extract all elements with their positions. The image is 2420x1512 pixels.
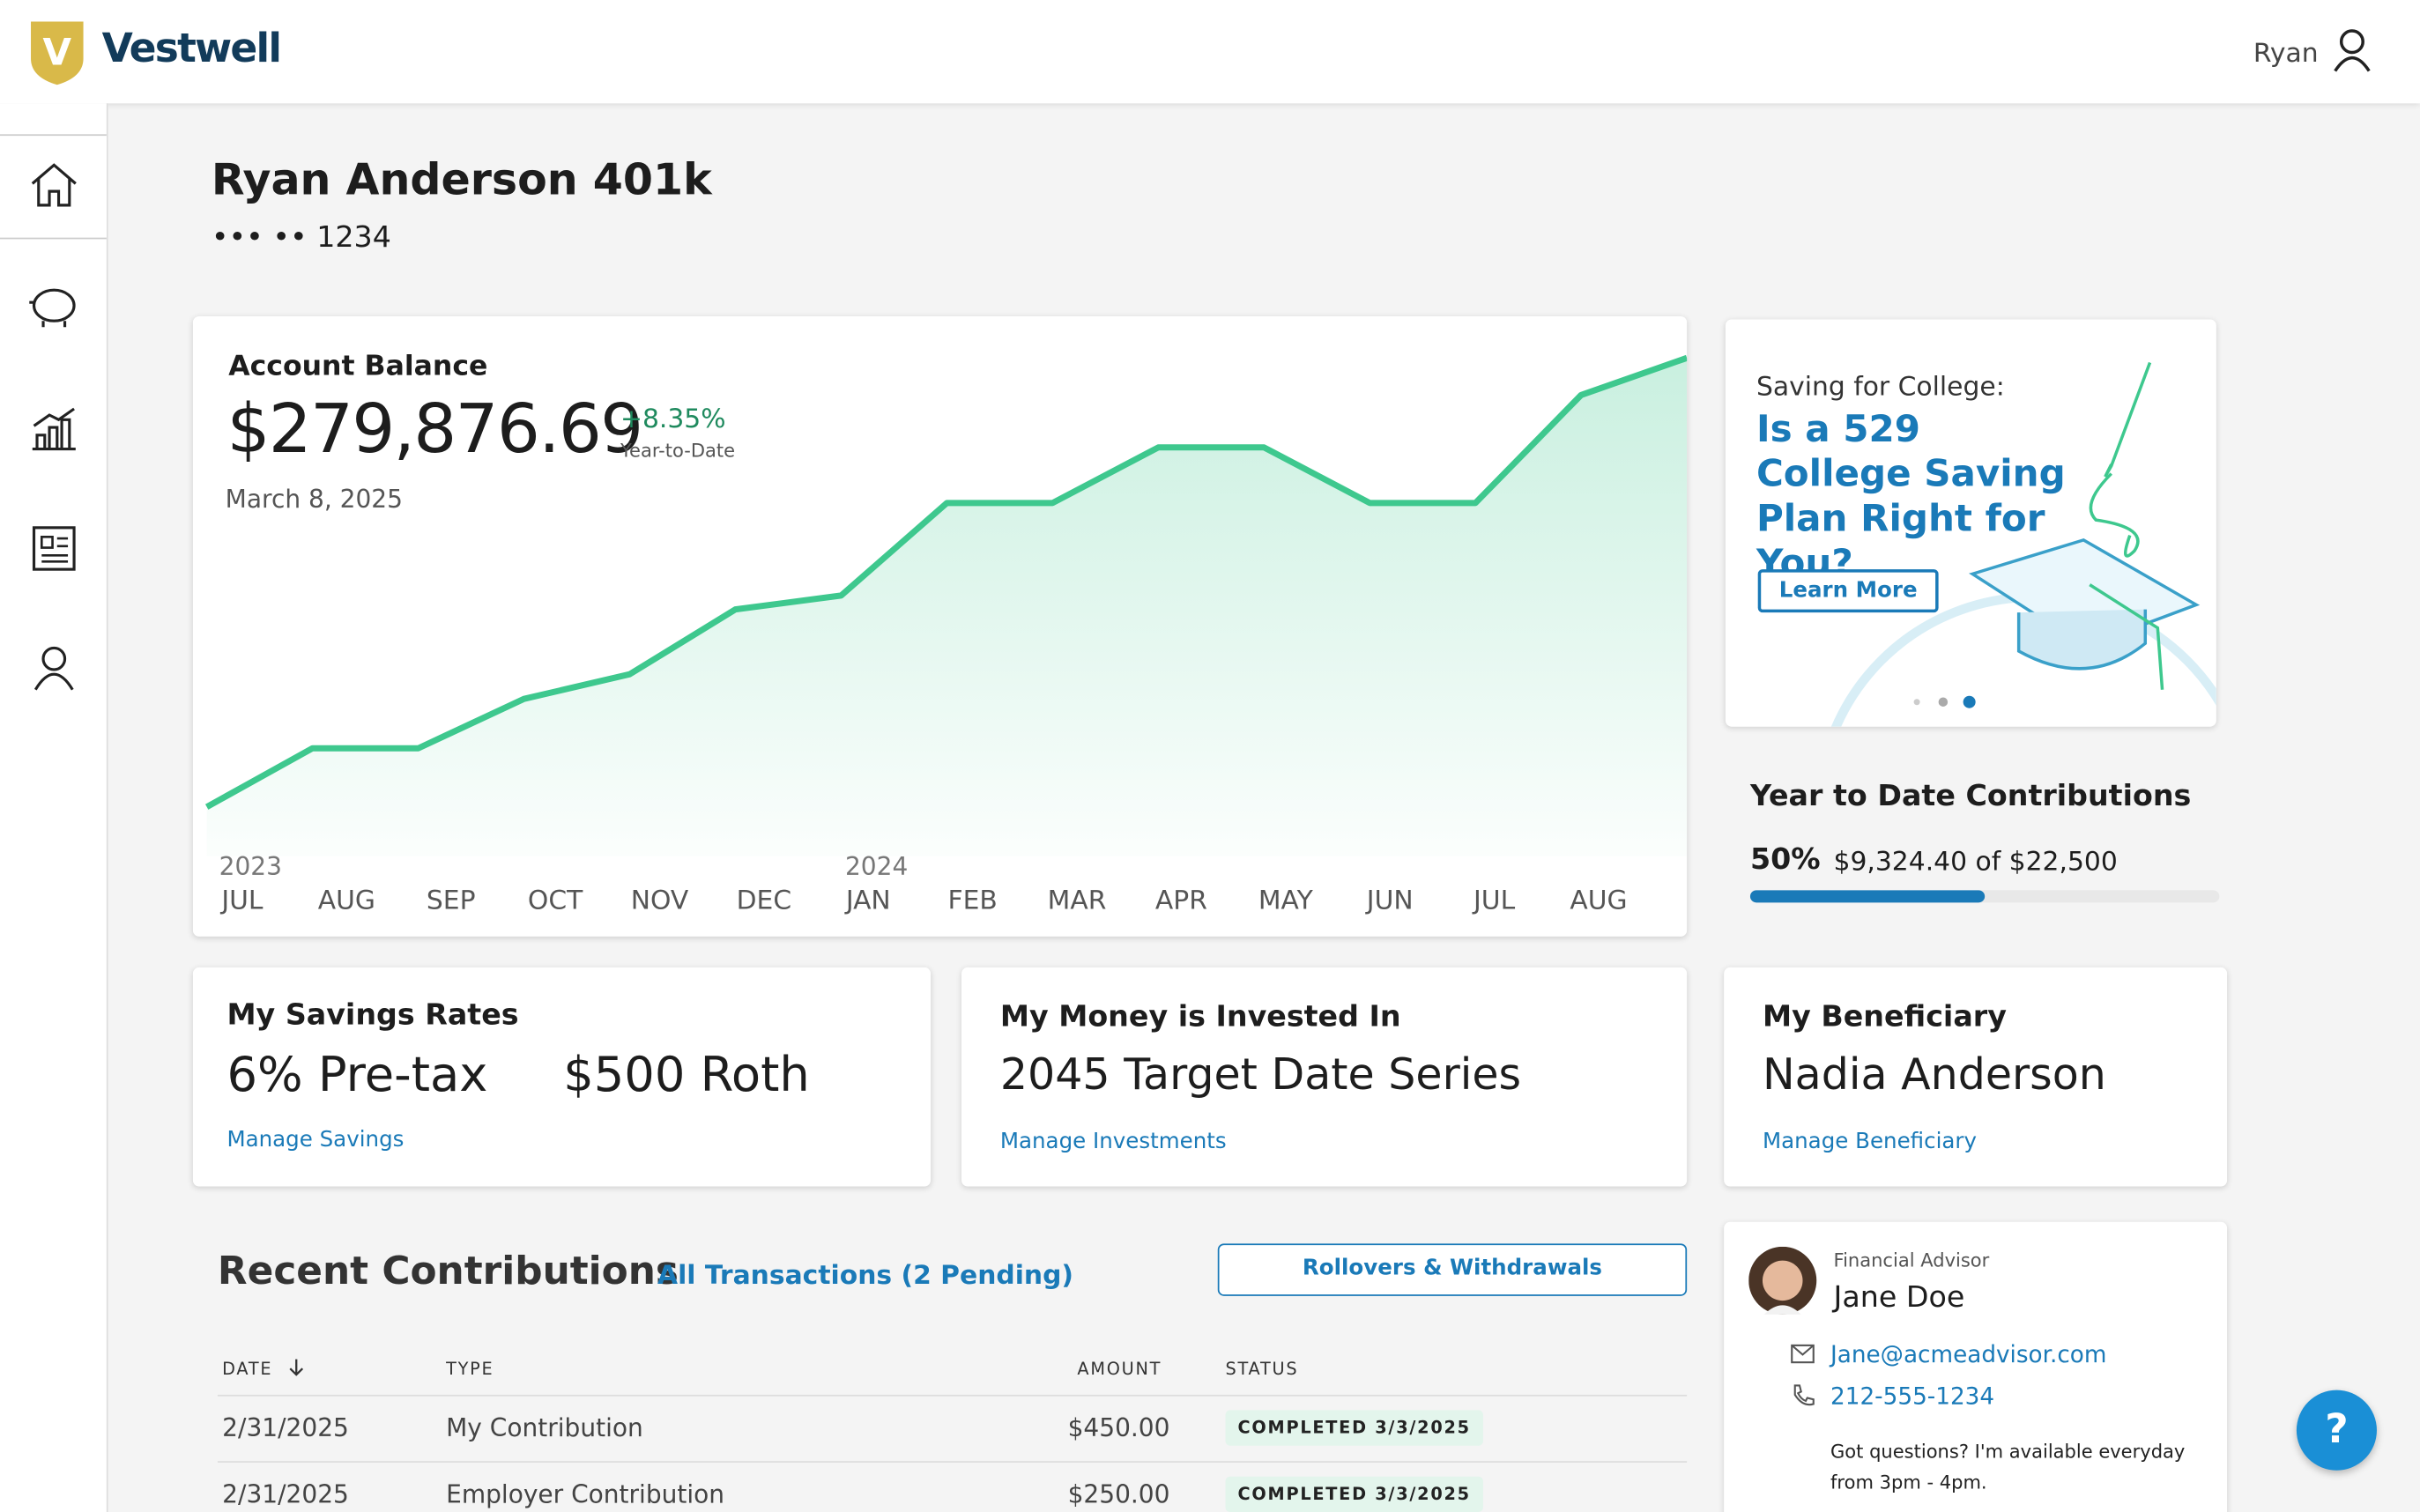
user-name[interactable]: Ryan [2253,38,2319,70]
advisor-role: Financial Advisor [1833,1249,1990,1271]
advisor-card: Financial Advisor Jane Doe Jane@acmeadvi… [1724,1221,2228,1512]
promo-card[interactable]: Saving for College: Is a 529 College Sav… [1725,319,2216,727]
all-transactions-link[interactable]: All Transactions (2 Pending) [657,1260,1074,1292]
cell: $250.00 [1067,1479,1170,1509]
invested-card: My Money is Invested In 2045 Target Date… [961,967,1688,1187]
profile-icon[interactable] [28,643,81,693]
year-label: 2024 [845,852,908,881]
ytd-title: Year to Date Contributions [1749,779,2192,813]
cell: $450.00 [1067,1412,1170,1443]
help-button[interactable]: ? [2296,1390,2377,1471]
phone-icon [1793,1384,1815,1406]
svg-text:V: V [43,31,72,74]
divider [217,1394,1688,1397]
divider [217,1461,1688,1463]
status-badge: COMPLETED 3/3/2025 [1225,1410,1483,1446]
investments-icon[interactable] [28,404,81,454]
balance-label: Account Balance [228,350,488,383]
logo: V [31,21,84,85]
card-value: 2045 Target Date Series [999,1049,1522,1101]
promo-kicker: Saving for College: [1756,371,2005,404]
user-icon[interactable] [2330,26,2373,73]
balance-chart: JUL AUG SEP OCT NOV DEC JAN FEB MAR APR MAY JUN JUL A… [204,354,1688,915]
balance-date: March 8, 2025 [225,484,403,515]
card-value: Nadia Anderson [1762,1049,2106,1101]
promo-headline: Is a 529 College Saving Plan Right for Y… [1756,407,2066,585]
balance-card: JUL AUG SEP OCT NOV DEC JAN FEB MAR APR MAY JUN JUL A… [192,315,1688,937]
card-link[interactable]: Manage Beneficiary [1762,1129,1978,1154]
column-header: STATUS [1225,1359,1299,1380]
balance-change-label: Year-to-Date [620,440,736,462]
x-tick-label: AUG [318,885,375,915]
ytd-detail: $9,324.40 of $22,500 [1833,847,2118,878]
card-title: My Money is Invested In [999,999,1401,1034]
x-tick-label: JUN [1365,885,1414,915]
card-link[interactable]: Manage Investments [999,1129,1227,1154]
ytd-progress [1749,890,1986,903]
advisor-note: Got questions? I'm available everyday fr… [1830,1441,2186,1493]
status-badge: COMPLETED 3/3/2025 [1225,1476,1483,1512]
x-tick-label: DEC [737,885,791,915]
card-value: $500 Roth [563,1047,810,1103]
top-bar: V Vestwell Ryan [0,0,2420,104]
card-link[interactable]: Manage Savings [226,1127,405,1153]
cell: Employer Contribution [446,1479,725,1509]
card-title: My Savings Rates [226,997,519,1033]
savings-icon[interactable] [28,281,81,330]
cell: 2/31/2025 [222,1479,349,1509]
advisor-name: Jane Doe [1833,1280,1965,1315]
advisor-photo [1748,1246,1817,1315]
x-tick-label: JUL [1472,885,1516,915]
x-tick-label: APR [1155,885,1207,915]
x-tick-label: MAR [1048,885,1107,915]
documents-icon[interactable] [28,523,81,573]
email-icon [1791,1344,1815,1364]
recent-title: Recent Contributions [217,1248,679,1293]
x-tick-label: OCT [528,885,583,915]
nav-active[interactable] [0,134,107,240]
balance-amount: $279,876.69 [226,390,643,470]
x-tick-label: MAY [1258,885,1314,915]
sidebar [0,103,108,1512]
learn-more-button[interactable]: Learn More [1757,569,1939,613]
x-tick-label: JAN [844,885,891,915]
ytd-percent: 50% [1749,842,1821,877]
sort-icon[interactable] [287,1358,306,1378]
balance-line [204,354,1688,810]
x-tick-label: SEP [427,885,476,915]
balance-change: +8.35% [620,404,726,435]
advisor-email[interactable]: Jane@acmeadvisor.com [1830,1340,2107,1369]
x-tick-label: FEB [947,885,997,915]
area [206,358,1688,856]
account-number: ••• •• 1234 [211,220,391,255]
column-header: AMOUNT [1077,1359,1162,1380]
savings-card: My Savings Rates 6% Pre-tax $500 Roth Ma… [192,967,932,1187]
x-tick-label: JUL [219,885,264,915]
x-tick-label: AUG [1570,885,1627,915]
brand: Vestwell [101,26,282,73]
home-icon[interactable] [28,160,81,210]
cell: My Contribution [446,1412,643,1443]
column-header: TYPE [446,1359,494,1380]
promo-illustration [1830,361,2216,727]
account-title: Ryan Anderson 401k [211,154,712,205]
rollovers-button[interactable]: Rollovers & Withdrawals [1217,1243,1688,1296]
ytd-track [1749,890,2220,903]
advisor-phone[interactable]: 212-555-1234 [1830,1382,1995,1411]
cell: 2/31/2025 [222,1412,349,1443]
card-title: My Beneficiary [1762,999,2007,1034]
year-label: 2023 [219,852,282,881]
x-tick-label: NOV [631,885,689,915]
beneficiary-card: My Beneficiary Nadia Anderson Manage Ben… [1724,967,2228,1187]
card-value: 6% Pre-tax [226,1047,488,1103]
column-header[interactable]: DATE [222,1359,273,1380]
